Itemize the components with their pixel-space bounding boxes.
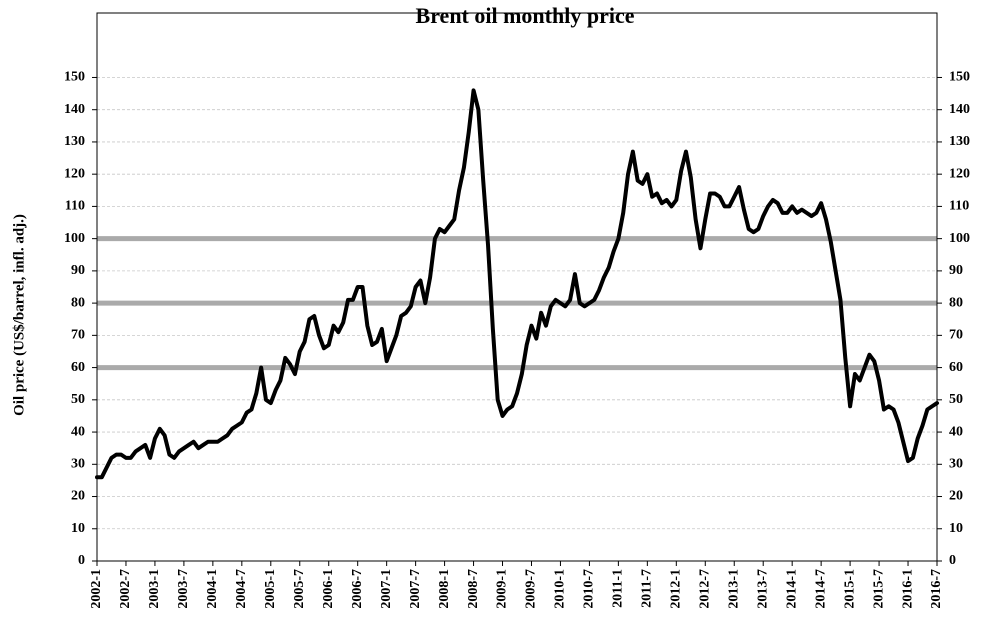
y-tick-label: 10 xyxy=(71,521,85,536)
x-tick-label: 2011-7 xyxy=(640,569,655,608)
x-tick-label: 2012-1 xyxy=(669,569,684,609)
y-tick-label: 0 xyxy=(78,553,85,568)
x-tick-label: 2006-7 xyxy=(350,569,365,609)
x-tick-label: 2004-7 xyxy=(234,569,249,609)
y-tick-label: 20 xyxy=(71,489,85,504)
y-tick-label: 40 xyxy=(71,424,85,439)
x-tick-label: 2003-1 xyxy=(147,569,162,609)
x-tick-label: 2016-1 xyxy=(900,569,915,609)
y2-tick-label: 60 xyxy=(949,360,963,375)
y-tick-label: 50 xyxy=(71,392,85,407)
y2-tick-label: 80 xyxy=(949,295,963,310)
y2-tick-label: 110 xyxy=(949,199,969,214)
x-tick-label: 2005-7 xyxy=(292,569,307,609)
y-tick-label: 90 xyxy=(71,263,85,278)
y-tick-label: 140 xyxy=(64,102,85,117)
y2-tick-label: 120 xyxy=(949,166,970,181)
y2-tick-label: 100 xyxy=(949,231,970,246)
plot-frame xyxy=(96,12,938,562)
x-tick-label: 2008-1 xyxy=(437,569,452,609)
x-tick-label: 2008-7 xyxy=(466,569,481,609)
x-tick-label: 2009-1 xyxy=(495,569,510,609)
y2-tick-label: 150 xyxy=(949,70,970,85)
x-tick-label: 2005-1 xyxy=(263,569,278,609)
chart-title: Brent oil monthly price xyxy=(416,3,635,28)
y2-tick-label: 50 xyxy=(949,392,963,407)
x-tick-label: 2009-7 xyxy=(524,569,539,609)
y2-tick-label: 10 xyxy=(949,521,963,536)
y-tick-label: 60 xyxy=(71,360,85,375)
y-tick-label: 70 xyxy=(71,328,85,343)
x-tick-label: 2012-7 xyxy=(697,569,712,609)
y-tick-label: 80 xyxy=(71,295,85,310)
x-tick-label: 2013-1 xyxy=(726,569,741,609)
y2-tick-label: 140 xyxy=(949,102,970,117)
x-tick-label: 2004-1 xyxy=(205,569,220,609)
y-tick-label: 130 xyxy=(64,134,85,149)
x-tick-label: 2010-7 xyxy=(582,569,597,609)
x-tick-label: 2014-1 xyxy=(784,569,799,609)
x-tick-label: 2006-1 xyxy=(321,569,336,609)
y2-tick-label: 130 xyxy=(949,134,970,149)
y-tick-label: 30 xyxy=(71,457,85,472)
y-tick-label: 120 xyxy=(64,166,85,181)
y-tick-label: 150 xyxy=(64,70,85,85)
y2-tick-label: 0 xyxy=(949,553,956,568)
x-tick-label: 2010-1 xyxy=(553,569,568,609)
x-tick-label: 2007-7 xyxy=(408,569,423,609)
line-series xyxy=(95,88,939,480)
x-tick-label: 2011-1 xyxy=(611,569,626,608)
x-tick-label: 2013-7 xyxy=(755,569,770,609)
y2-tick-label: 20 xyxy=(949,489,963,504)
x-tick-label: 2015-7 xyxy=(871,569,886,609)
y2-tick-label: 70 xyxy=(949,328,963,343)
x-tick-label: 2007-1 xyxy=(379,569,394,609)
y2-tick-label: 30 xyxy=(949,457,963,472)
x-tick-label: 2016-7 xyxy=(929,569,944,609)
x-tick-label: 2015-1 xyxy=(842,569,857,609)
y-tick-label: 110 xyxy=(65,199,85,214)
x-tick-label: 2002-7 xyxy=(118,569,133,609)
x-tick-label: 2014-7 xyxy=(813,569,828,609)
y2-tick-label: 40 xyxy=(949,424,963,439)
x-tick-label: 2003-7 xyxy=(176,569,191,609)
y-axis-label: Oil price (US$/barrel, infl. adj.) xyxy=(11,214,27,416)
y2-tick-label: 90 xyxy=(949,263,963,278)
y-tick-label: 100 xyxy=(64,231,85,246)
x-tick-label: 2002-1 xyxy=(89,569,104,609)
